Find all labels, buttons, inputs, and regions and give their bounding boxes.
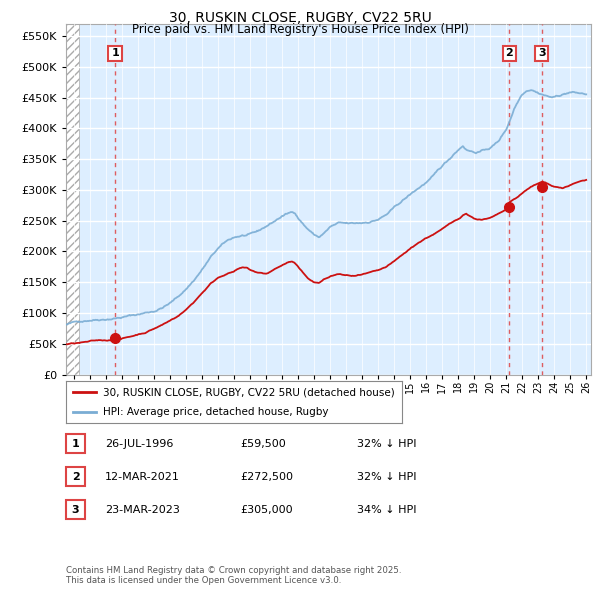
Text: 1: 1: [111, 48, 119, 58]
Text: 3: 3: [538, 48, 545, 58]
Text: 1: 1: [72, 439, 79, 448]
Text: HPI: Average price, detached house, Rugby: HPI: Average price, detached house, Rugb…: [103, 408, 328, 417]
Text: 32% ↓ HPI: 32% ↓ HPI: [357, 472, 416, 481]
Text: 12-MAR-2021: 12-MAR-2021: [105, 472, 180, 481]
Text: 30, RUSKIN CLOSE, RUGBY, CV22 5RU (detached house): 30, RUSKIN CLOSE, RUGBY, CV22 5RU (detac…: [103, 388, 395, 398]
Bar: [66, 24, 79, 375]
Text: Contains HM Land Registry data © Crown copyright and database right 2025.
This d: Contains HM Land Registry data © Crown c…: [66, 566, 401, 585]
Text: £59,500: £59,500: [240, 439, 286, 448]
Text: 2: 2: [505, 48, 513, 58]
Text: £272,500: £272,500: [240, 472, 293, 481]
Text: 30, RUSKIN CLOSE, RUGBY, CV22 5RU: 30, RUSKIN CLOSE, RUGBY, CV22 5RU: [169, 11, 431, 25]
Text: 32% ↓ HPI: 32% ↓ HPI: [357, 439, 416, 448]
Text: Price paid vs. HM Land Registry's House Price Index (HPI): Price paid vs. HM Land Registry's House …: [131, 23, 469, 36]
Text: 34% ↓ HPI: 34% ↓ HPI: [357, 505, 416, 514]
Text: 26-JUL-1996: 26-JUL-1996: [105, 439, 173, 448]
Text: £305,000: £305,000: [240, 505, 293, 514]
Text: 2: 2: [72, 472, 79, 481]
Text: 3: 3: [72, 505, 79, 514]
Text: 23-MAR-2023: 23-MAR-2023: [105, 505, 180, 514]
